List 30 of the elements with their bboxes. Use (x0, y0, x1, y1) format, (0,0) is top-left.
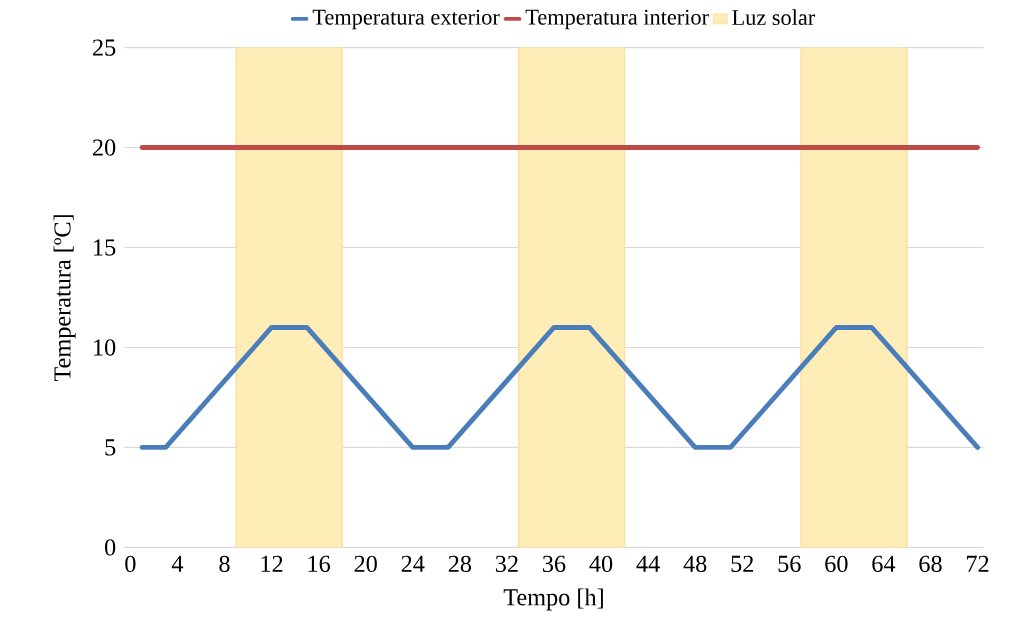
x-tick-label: 48 (683, 555, 707, 573)
x-tick-label: 56 (778, 555, 801, 572)
x-tick-label: 28 (448, 555, 472, 573)
x-tick-label: 12 (261, 555, 283, 572)
x-tick-label: 44 (636, 555, 660, 572)
x-tick-label: 68 (919, 555, 942, 573)
x-tick-label: 20 (354, 555, 377, 573)
y-tick-label: 5 (105, 439, 116, 456)
y-tick-label: 15 (94, 239, 116, 256)
x-tick-label: 4 (171, 555, 184, 572)
x-tick-label: 36 (542, 555, 566, 572)
y-tick-label: 0 (105, 539, 116, 556)
y-tick-label: 10 (94, 339, 116, 356)
x-tick-label: 16 (308, 555, 331, 572)
y-tick-label: 20 (93, 139, 116, 156)
y-axis-title: Temperatura [ºC] (53, 215, 76, 382)
legend-label: Temperatura interior (525, 9, 709, 30)
x-tick-label: 8 (219, 555, 230, 573)
x-tick-label: 0 (125, 555, 136, 573)
x-tick-label: 32 (495, 555, 518, 572)
x-axis-title: Tempo [h] (503, 588, 603, 611)
y-tick-label: 25 (93, 39, 116, 56)
x-tick-label: 24 (401, 555, 425, 572)
x-tick-label: 52 (731, 555, 754, 572)
x-tick-label: 40 (589, 555, 613, 573)
legend-label: Luz solar (732, 9, 816, 26)
legend-label: Temperatura exterior (312, 9, 500, 30)
x-tick-label: 64 (872, 555, 896, 572)
x-tick-label: 72 (967, 555, 989, 572)
x-tick-label: 60 (825, 555, 848, 573)
